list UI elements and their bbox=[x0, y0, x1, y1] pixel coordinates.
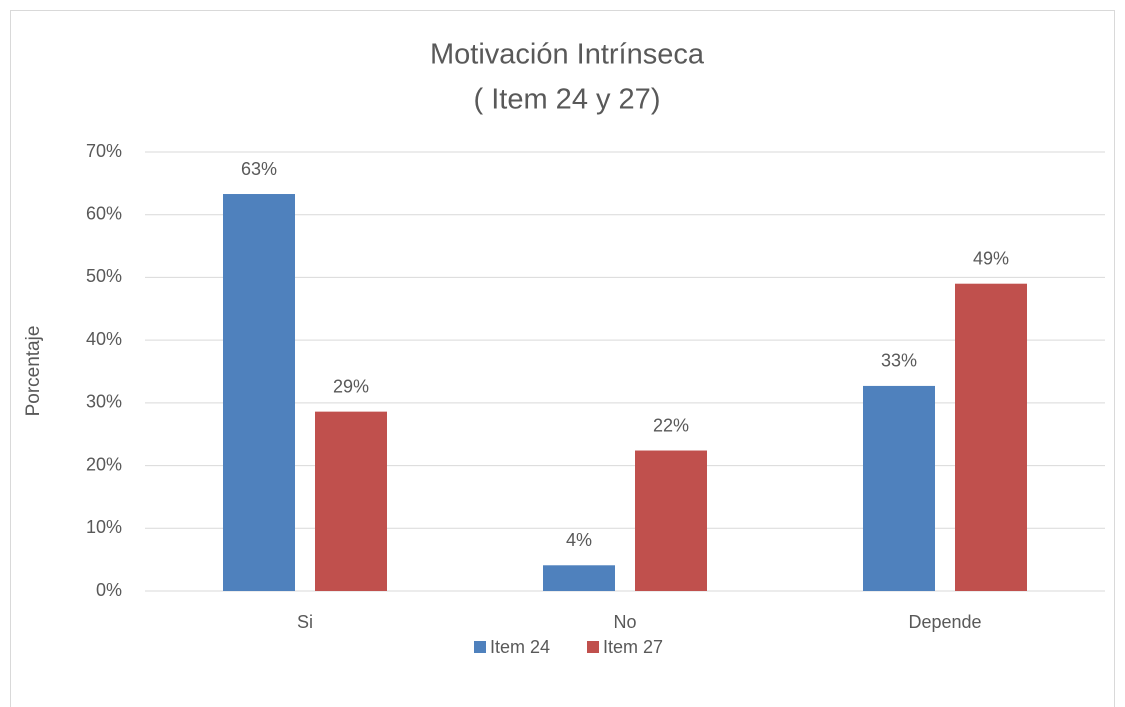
x-tick-label: Si bbox=[297, 612, 313, 632]
legend-label: Item 24 bbox=[490, 637, 550, 657]
y-tick-label: 10% bbox=[86, 517, 122, 537]
bar bbox=[955, 283, 1027, 591]
y-tick-label: 50% bbox=[86, 266, 122, 286]
data-label: 49% bbox=[973, 248, 1009, 268]
data-label: 33% bbox=[881, 351, 917, 371]
y-tick-label: 40% bbox=[86, 329, 122, 349]
x-tick-label: No bbox=[613, 612, 636, 632]
y-tick-label: 20% bbox=[86, 454, 122, 474]
chart-subtitle: ( Item 24 y 27) bbox=[474, 84, 661, 116]
bar bbox=[863, 385, 935, 591]
legend-label: Item 27 bbox=[603, 637, 663, 657]
y-tick-label: 30% bbox=[86, 392, 122, 412]
y-tick-label: 60% bbox=[86, 203, 122, 223]
y-tick-label: 0% bbox=[96, 580, 122, 600]
legend-swatch bbox=[474, 641, 486, 653]
legend-swatch bbox=[587, 641, 599, 653]
bar bbox=[315, 411, 387, 591]
y-tick-label: 70% bbox=[86, 141, 122, 161]
bar bbox=[543, 565, 615, 591]
y-axis-label: Porcentaje bbox=[23, 326, 44, 417]
data-label: 4% bbox=[566, 530, 592, 550]
bar bbox=[223, 194, 295, 592]
bar bbox=[635, 450, 707, 591]
data-label: 29% bbox=[333, 376, 369, 396]
data-label: 22% bbox=[653, 415, 689, 435]
data-label: 63% bbox=[241, 159, 277, 179]
x-tick-label: Depende bbox=[908, 612, 981, 632]
chart-title: Motivación Intrínseca bbox=[430, 39, 705, 71]
